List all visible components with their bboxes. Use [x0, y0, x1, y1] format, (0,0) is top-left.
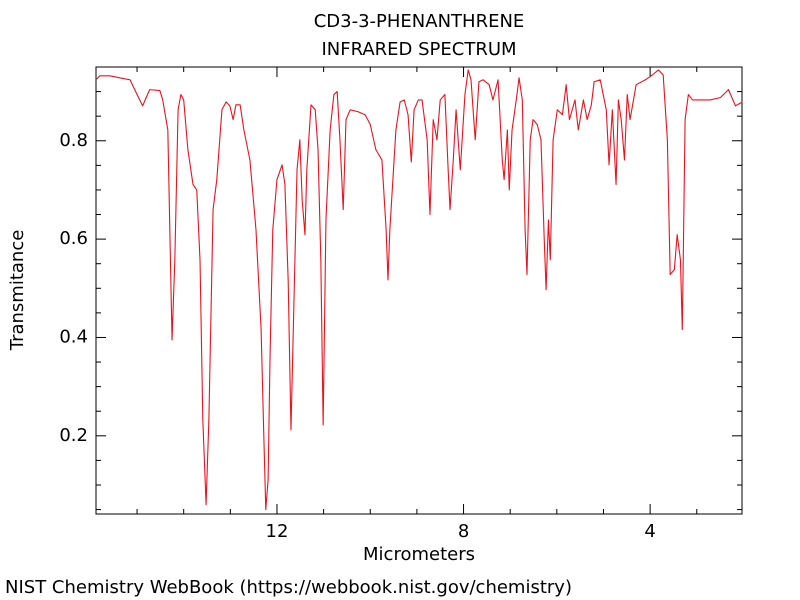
y-axis-label: Transmitance — [7, 230, 28, 352]
x-axis-label: Micrometers — [363, 544, 475, 565]
y-tick-label: 0.8 — [59, 130, 88, 151]
spectrum-line — [95, 69, 743, 511]
x-tick-label: 12 — [266, 521, 289, 542]
plot-frame — [95, 66, 743, 515]
y-tick-label: 0.2 — [59, 425, 88, 446]
source-note: NIST Chemistry WebBook (https://webbook.… — [5, 577, 572, 598]
x-tick-label: 4 — [644, 521, 655, 542]
y-tick-label: 0.4 — [59, 326, 88, 347]
chart-title: CD3-3-PHENANTHRENE — [314, 11, 525, 32]
x-tick-label: 8 — [458, 521, 469, 542]
y-tick-label: 0.6 — [59, 228, 88, 249]
chart-subtitle: INFRARED SPECTRUM — [321, 39, 516, 60]
